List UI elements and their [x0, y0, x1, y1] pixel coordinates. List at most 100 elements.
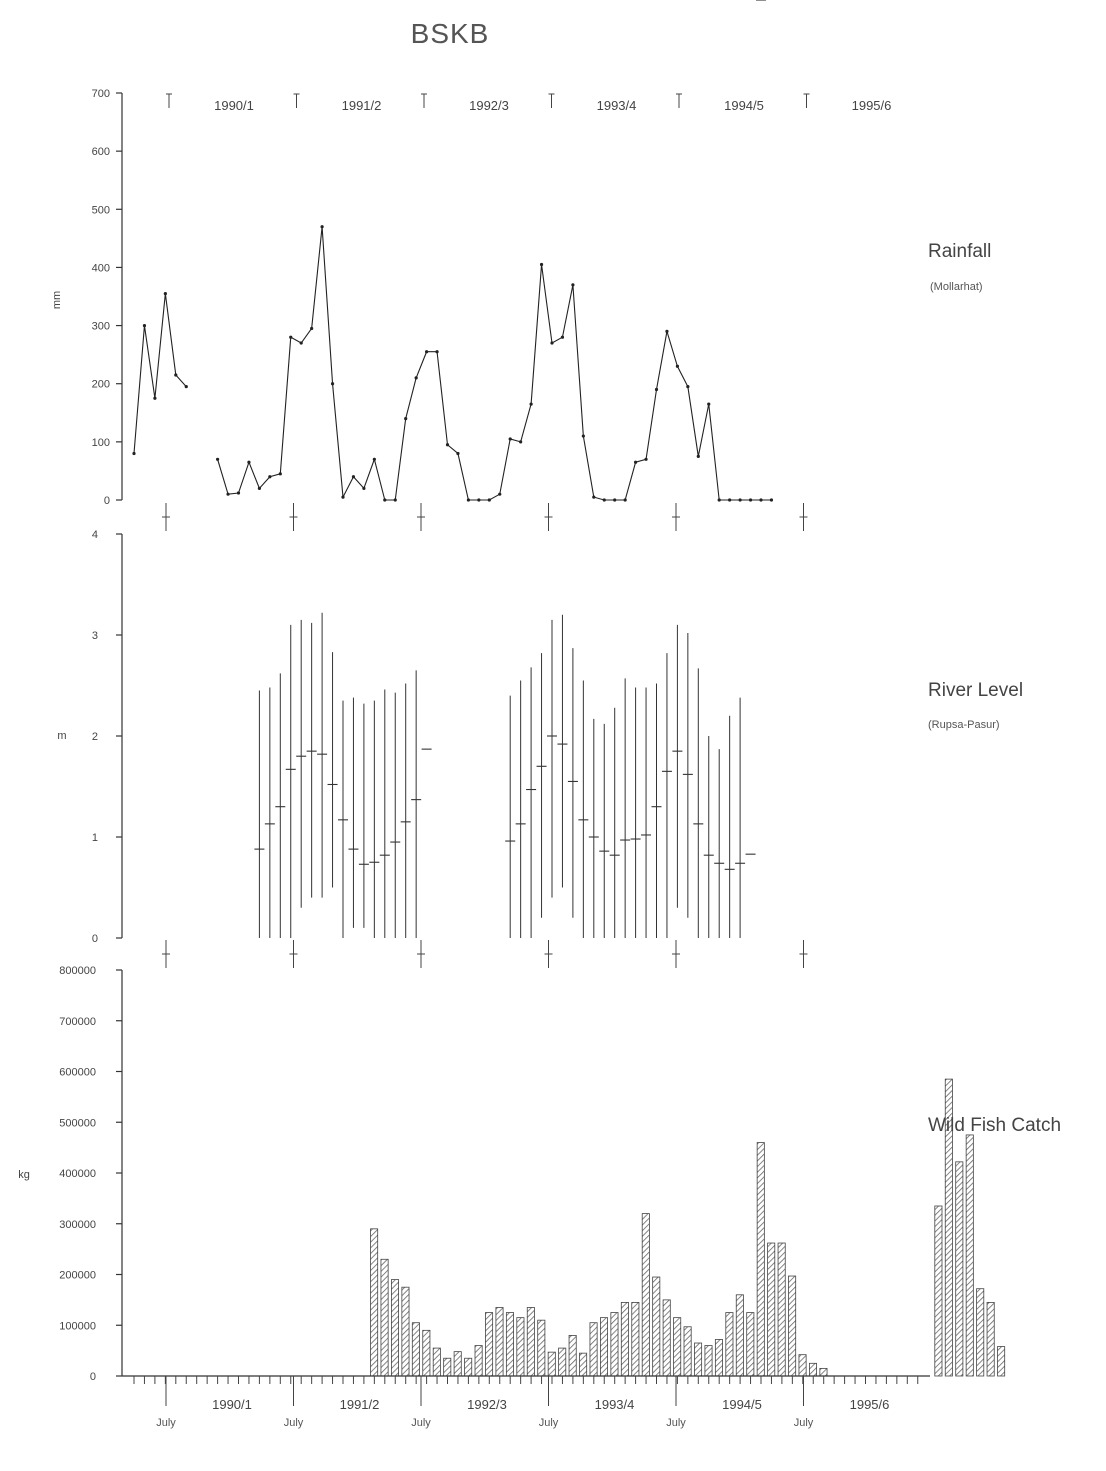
fish-bar	[422, 1329, 431, 1377]
fish-bar	[631, 1302, 640, 1377]
fish-season-label: 1995/6	[850, 1397, 890, 1412]
rainfall-point	[707, 402, 711, 406]
fish-y-tick-label: 100000	[59, 1320, 96, 1332]
fish-bar	[558, 1347, 567, 1377]
fish-bar	[505, 1312, 514, 1377]
rainfall-point	[278, 472, 282, 476]
fish-bar	[955, 1161, 964, 1377]
rainfall-point	[529, 402, 533, 406]
fish-bar	[976, 1288, 985, 1377]
fish-x-month-label: July	[156, 1417, 176, 1429]
rainfall-y-label: mm	[51, 291, 63, 309]
fish-bar	[411, 1322, 420, 1377]
fish-x-month-label: July	[666, 1417, 686, 1429]
fish-bar	[474, 1345, 483, 1377]
rainfall-point	[362, 486, 366, 490]
rainfall-point	[226, 492, 230, 496]
fish-bar	[788, 1275, 797, 1377]
rainfall-series-line	[133, 293, 187, 454]
rainfall-y-tick-label: 600	[92, 146, 110, 158]
fish-bar	[600, 1317, 609, 1377]
fish-bar	[464, 1357, 473, 1377]
rainfall-point	[748, 498, 753, 502]
rainfall-point	[675, 364, 680, 368]
fish-bar	[934, 1205, 943, 1377]
river-panel-sublabel: (Rupsa-Pasur)	[928, 719, 1000, 731]
rainfall-point	[508, 437, 512, 441]
rainfall-panel-sublabel: (Mollarhat)	[930, 281, 983, 293]
rainfall-point	[769, 498, 774, 502]
fish-bar	[453, 1351, 462, 1377]
rainfall-point	[435, 350, 439, 354]
fish-bar	[652, 1276, 661, 1377]
fish-bar	[495, 1307, 504, 1377]
rainfall-y-tick-label: 100	[92, 437, 110, 449]
fish-y-tick-label: 800000	[59, 965, 96, 977]
fish-bar	[390, 1279, 399, 1377]
rainfall-point	[153, 396, 157, 400]
fish-bar	[986, 1302, 995, 1377]
rainfall-point	[581, 434, 585, 438]
rainfall-point	[654, 387, 659, 392]
rainfall-point	[550, 341, 554, 345]
fish-bar	[714, 1339, 723, 1377]
rainfall-point	[372, 457, 376, 461]
rainfall-point	[613, 498, 617, 502]
rainfall-point	[602, 498, 606, 502]
fish-bar	[370, 1228, 379, 1377]
rainfall-series-line	[217, 226, 772, 501]
rainfall-point	[623, 498, 627, 502]
fish-y-tick-label: 400000	[59, 1168, 96, 1180]
rainfall-season-label: 1995/6	[852, 98, 892, 113]
rainfall-season-label: 1991/2	[342, 98, 382, 113]
fish-bar	[516, 1317, 525, 1377]
fish-bar	[704, 1345, 713, 1377]
fish-bar	[380, 1258, 389, 1377]
rainfall-y-tick-label: 400	[92, 262, 110, 274]
fish-season-label: 1991/2	[340, 1397, 380, 1412]
rainfall-point	[759, 498, 763, 502]
fish-bar	[997, 1346, 1006, 1377]
rainfall-point	[686, 385, 690, 389]
fish-bar	[673, 1317, 682, 1377]
rainfall-point	[404, 417, 408, 421]
fish-y-tick-label: 500000	[59, 1117, 96, 1129]
rainfall-point	[216, 457, 220, 461]
rainfall-season-label: 1993/4	[597, 98, 637, 113]
fish-season-label: 1994/5	[722, 1397, 762, 1412]
rainfall-point	[560, 335, 565, 339]
rainfall-point	[592, 495, 596, 499]
rainfall-point	[571, 283, 575, 287]
fish-y-tick-label: 600000	[59, 1067, 96, 1079]
fish-season-label: 1990/1	[212, 1397, 252, 1412]
rainfall-point	[163, 291, 167, 296]
fish-bar	[694, 1342, 703, 1377]
rainfall-point	[665, 329, 669, 333]
fish-bar	[443, 1357, 452, 1377]
rainfall-point	[456, 451, 460, 456]
rainfall-point	[351, 475, 356, 479]
fish-bar	[683, 1326, 692, 1377]
rainfall-y-tick-label: 700	[92, 88, 110, 100]
fish-bar	[725, 1312, 734, 1377]
rainfall-point	[289, 335, 293, 339]
fish-y-label: kg	[18, 1169, 30, 1181]
fish-bar	[537, 1319, 546, 1377]
rainfall-point	[477, 498, 481, 502]
rainfall-point	[257, 486, 261, 490]
fish-bar	[965, 1134, 974, 1377]
fish-bar	[547, 1351, 556, 1377]
fish-x-month-label: July	[284, 1417, 304, 1429]
fish-y-tick-label: 200000	[59, 1270, 96, 1282]
fish-bar	[819, 1367, 828, 1377]
rainfall-point	[539, 262, 544, 267]
rainfall-point	[425, 350, 429, 354]
rainfall-point	[330, 382, 335, 386]
fish-bar	[798, 1354, 807, 1377]
river-y-tick-label: 4	[92, 529, 98, 541]
fish-bar	[620, 1302, 629, 1377]
river-y-tick-label: 1	[92, 832, 98, 844]
fish-bar	[746, 1312, 755, 1377]
rainfall-season-label: 1990/1	[214, 98, 254, 113]
rainfall-point	[132, 451, 136, 456]
